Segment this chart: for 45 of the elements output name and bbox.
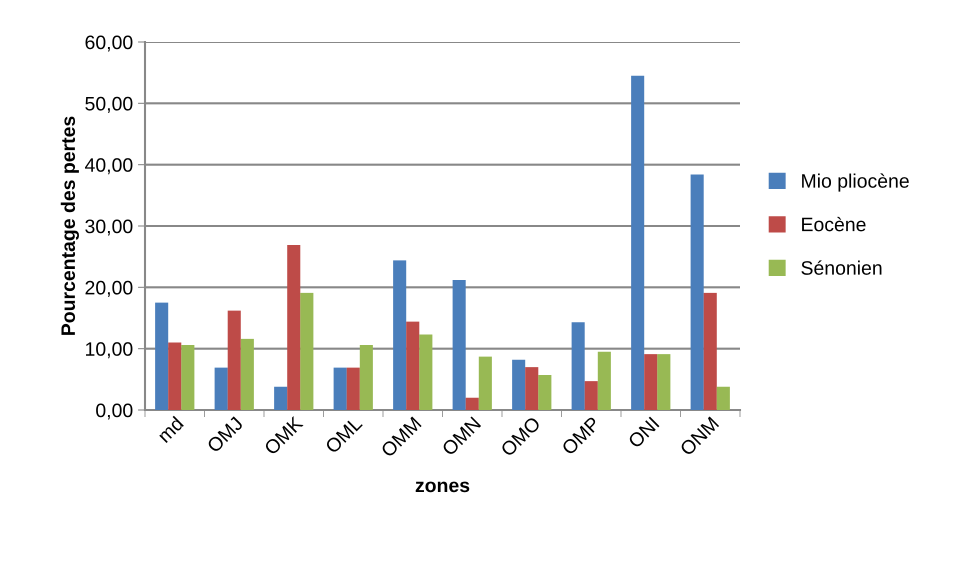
bar: [334, 368, 347, 410]
bar: [155, 302, 168, 410]
y-tick-label: 40,00: [84, 158, 132, 174]
bar: [598, 352, 611, 410]
bar: [452, 280, 466, 410]
bar: [572, 322, 585, 410]
legend-label: Mio pliocène: [802, 173, 909, 192]
legend-label: Eocène: [802, 216, 866, 232]
x-tick-label: OML: [324, 416, 363, 454]
y-tick-label: 20,00: [86, 280, 132, 297]
y-tick-label: 50,00: [85, 96, 132, 113]
bar: [512, 360, 526, 410]
bar: [406, 322, 420, 410]
x-tick-label: ONI: [627, 416, 660, 449]
bar: [346, 368, 360, 410]
bar: [466, 398, 479, 410]
bar: [631, 76, 644, 410]
bar: [716, 386, 730, 410]
bar: [274, 386, 288, 410]
bar: [393, 260, 406, 410]
bar: [240, 338, 254, 410]
bar: [538, 375, 552, 410]
bar: [168, 342, 182, 410]
y-tick-label: 30,00: [85, 219, 132, 236]
legend-label: Sénonien: [801, 260, 882, 275]
bar: [419, 334, 432, 410]
bar: [214, 368, 228, 410]
bar: [228, 310, 241, 410]
x-tick-label: md: [156, 416, 184, 444]
bar: [644, 354, 658, 410]
bar: [287, 245, 300, 410]
x-axis-title: zones: [416, 482, 470, 492]
bar: [525, 367, 538, 410]
y-tick-label: 0,00: [96, 403, 132, 420]
bar: [478, 356, 492, 410]
bar: [584, 381, 598, 410]
y-tick-label: 60,00: [86, 35, 132, 52]
bar: [181, 344, 194, 410]
bar: [657, 354, 670, 410]
bar: [300, 292, 314, 410]
bar: [704, 292, 717, 410]
y-tick-label: 10,00: [86, 342, 132, 358]
bar: [360, 344, 373, 410]
y-axis-title: Pourcentage des pertes: [60, 116, 79, 335]
bar: [690, 174, 704, 410]
